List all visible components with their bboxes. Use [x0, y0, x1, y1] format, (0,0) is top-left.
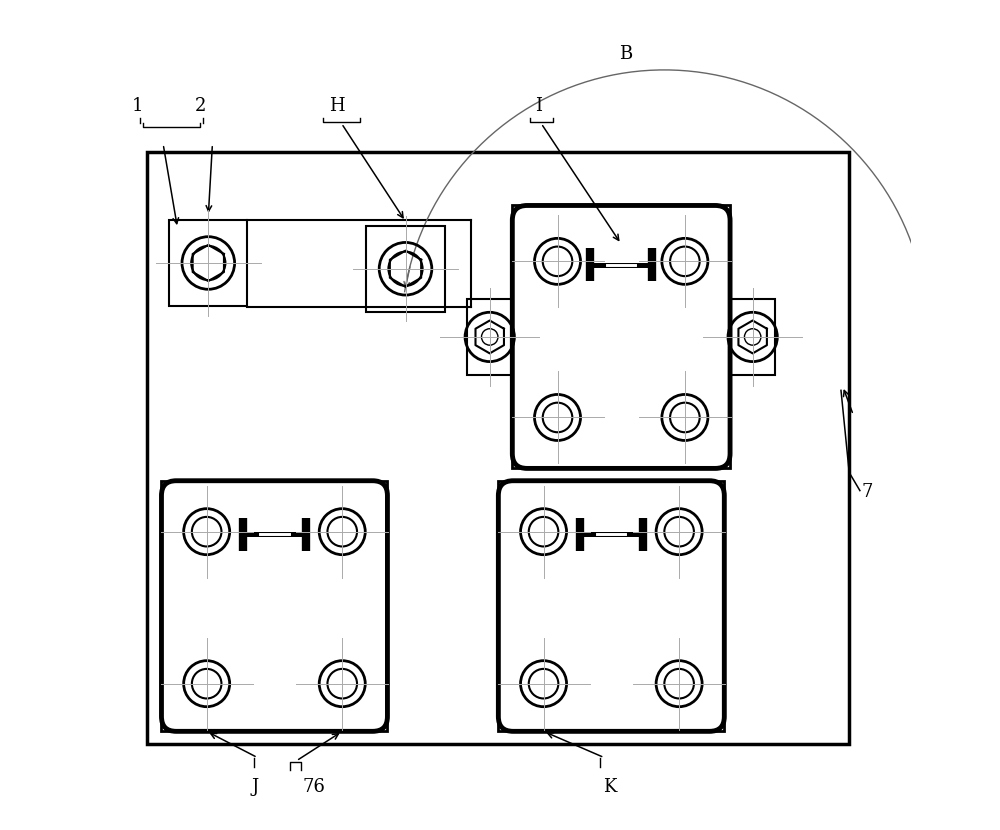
Text: H: H: [329, 97, 345, 115]
Bar: [169, 220, 247, 306]
Text: 2: 2: [194, 97, 206, 115]
Bar: [147, 152, 849, 744]
Text: J: J: [252, 779, 259, 796]
Text: 76: 76: [303, 779, 326, 796]
Bar: [498, 481, 724, 731]
Bar: [467, 299, 512, 374]
Bar: [512, 206, 730, 468]
Text: K: K: [603, 779, 616, 796]
Text: B: B: [619, 46, 632, 63]
Text: I: I: [535, 97, 542, 115]
Bar: [730, 299, 775, 374]
Bar: [161, 481, 387, 731]
Bar: [366, 226, 445, 312]
Text: 7: 7: [862, 483, 873, 501]
Text: 1: 1: [132, 97, 143, 115]
